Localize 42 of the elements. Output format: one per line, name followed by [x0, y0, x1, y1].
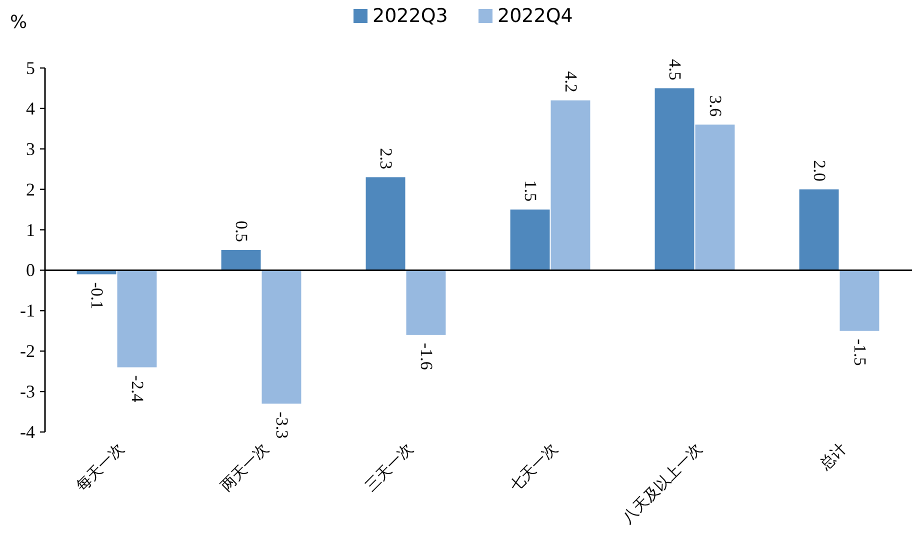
y-tick-label: -2: [20, 341, 35, 362]
x-tick-label: 七天一次: [506, 440, 562, 495]
data-label: 4.5: [666, 58, 685, 80]
y-tick-label: 4: [26, 98, 35, 118]
x-tick-label: 每天一次: [72, 440, 128, 495]
data-label: 0.5: [232, 220, 252, 242]
x-tick-label: 两天一次: [216, 440, 272, 495]
bar: [654, 88, 694, 270]
y-tick-label: 5: [26, 58, 35, 78]
x-tick-label: 八天及以上一次: [618, 440, 706, 527]
data-label: -3.3: [272, 412, 292, 439]
data-label: 2.0: [810, 160, 830, 182]
y-tick-label: 0: [26, 260, 35, 280]
data-label: -1.6: [416, 342, 436, 370]
y-tick-label: 2: [26, 179, 35, 200]
bar: [695, 124, 735, 270]
y-tick-label: 3: [26, 138, 35, 159]
y-tick-label: 1: [26, 220, 35, 240]
bar: [840, 270, 880, 331]
bar: [406, 270, 446, 335]
x-tick-label: 三天一次: [361, 440, 417, 495]
data-label: -0.1: [88, 282, 107, 310]
data-label: -2.4: [128, 375, 147, 403]
data-label: 3.6: [706, 95, 725, 117]
bar: [221, 250, 261, 270]
bar: [510, 210, 550, 270]
y-axis-title: %: [10, 12, 28, 33]
data-label: 4.2: [561, 71, 580, 92]
data-label: 1.5: [521, 180, 540, 202]
bar: [366, 177, 406, 270]
y-tick-label: -1: [20, 300, 35, 321]
legend-label: 2022Q4: [498, 5, 573, 27]
bar: [550, 100, 590, 270]
y-tick-label: -3: [20, 382, 35, 402]
x-tick-label: 总计: [815, 440, 850, 474]
y-tick-label: -4: [20, 422, 35, 442]
bar: [799, 189, 839, 270]
bar: [117, 270, 157, 368]
data-label: 2.3: [376, 148, 396, 170]
data-label: -1.5: [850, 338, 870, 366]
legend-label: 2022Q3: [372, 5, 448, 27]
bar: [262, 270, 302, 404]
